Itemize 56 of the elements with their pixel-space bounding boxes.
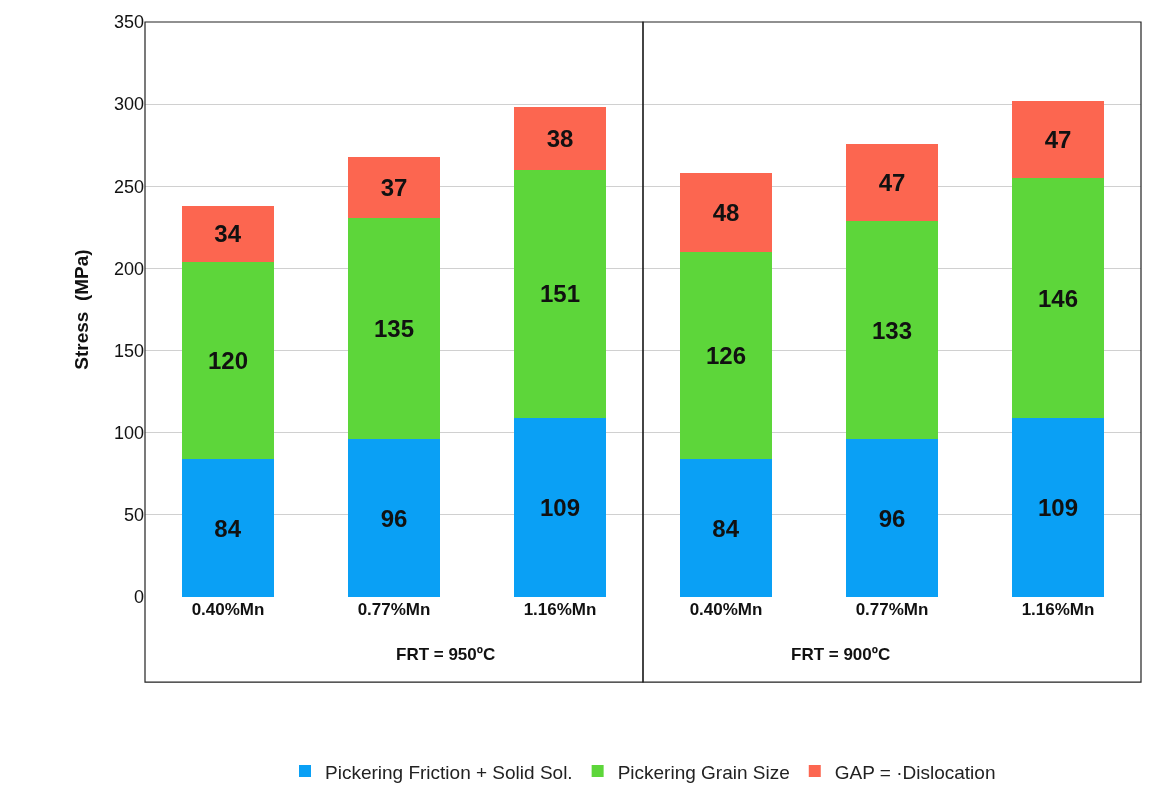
bar xyxy=(846,220,938,440)
data-label: 135 xyxy=(373,314,415,342)
bar xyxy=(514,107,606,170)
bar xyxy=(1012,178,1104,418)
data-label: 96 xyxy=(380,504,408,532)
x-tick-label: 0.77%Mn xyxy=(855,600,929,619)
y-tick-label: 350 xyxy=(113,12,144,33)
bar xyxy=(1012,417,1104,597)
bar xyxy=(1012,100,1104,179)
legend-label: Pickering Friction + Solid Sol. xyxy=(325,761,573,783)
data-label: 37 xyxy=(380,173,408,201)
x-tick-label: 1.16%Mn xyxy=(523,600,597,619)
bar xyxy=(348,156,440,218)
data-label: 47 xyxy=(878,168,906,196)
x-tick-label: 0.40%Mn xyxy=(689,600,763,619)
y-tick-label: 100 xyxy=(113,423,144,444)
bar xyxy=(514,417,606,597)
legend-label: Pickering Grain Size xyxy=(617,761,790,783)
x-tick-label: 0.40%Mn xyxy=(191,600,265,619)
data-label: 84 xyxy=(214,514,242,542)
bar xyxy=(680,173,772,252)
bar xyxy=(182,261,274,459)
y-tick-label: 250 xyxy=(113,176,144,197)
y-axis-title: Stress (MPa) xyxy=(70,249,92,370)
data-label: 126 xyxy=(705,342,747,369)
bar xyxy=(680,459,772,597)
data-label: 109 xyxy=(539,493,581,521)
data-label: 96 xyxy=(878,504,906,532)
data-label: 48 xyxy=(712,199,740,227)
legend-label: GAP = ·Dislocation xyxy=(834,761,996,783)
text: FRT = 950ºC xyxy=(396,645,496,664)
data-label: 84 xyxy=(712,514,740,542)
x-tick-label: 1.16%Mn xyxy=(1021,600,1095,619)
data-label: 146 xyxy=(1037,284,1079,312)
data-label: 34 xyxy=(214,220,242,248)
data-label: 47 xyxy=(1044,125,1072,153)
bar xyxy=(348,217,440,440)
data-label: 109 xyxy=(1037,493,1079,521)
bar xyxy=(182,459,274,597)
text: FRT = 900ºC xyxy=(791,645,891,664)
data-label: 120 xyxy=(207,346,249,374)
data-label: 151 xyxy=(539,280,581,308)
y-tick-label: 0 xyxy=(133,587,144,608)
y-tick-label: 200 xyxy=(113,258,144,279)
y-tick-label: 150 xyxy=(113,340,144,361)
data-label: 133 xyxy=(871,316,913,344)
bar xyxy=(846,143,938,221)
bar xyxy=(680,252,772,459)
bar xyxy=(182,206,274,262)
bar xyxy=(514,169,606,418)
x-tick-label: 0.77%Mn xyxy=(357,600,431,619)
bar xyxy=(348,439,440,597)
y-tick-label: 300 xyxy=(113,94,144,115)
bar xyxy=(846,439,938,597)
y-tick-label: 50 xyxy=(123,505,144,526)
data-label: 38 xyxy=(546,125,574,153)
